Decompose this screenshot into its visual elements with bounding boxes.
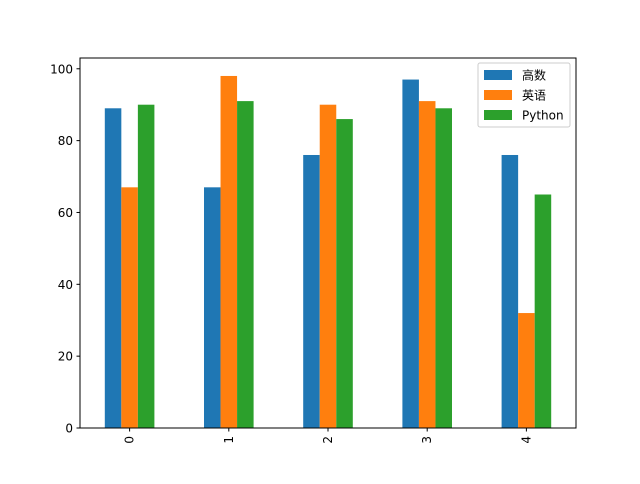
- y-tick-label: 20: [58, 350, 73, 364]
- x-tick-label: 0: [123, 436, 137, 444]
- legend-label: 英语: [522, 89, 546, 103]
- bar-series-0-cat-1: [204, 187, 221, 428]
- y-tick-label: 100: [50, 62, 73, 76]
- bar-series-1-cat-2: [319, 104, 337, 428]
- bar-series-0-cat-0: [104, 108, 122, 428]
- legend-label: Python: [522, 109, 564, 123]
- legend-swatch: [484, 110, 512, 120]
- bar-series-0-cat-3: [402, 79, 419, 429]
- x-tick-label: 2: [321, 436, 335, 444]
- bar-series-2-cat-2: [336, 119, 353, 428]
- legend-label: 高数: [522, 68, 546, 83]
- x-tick-label: 3: [420, 436, 434, 444]
- bar-series-1-cat-4: [518, 313, 535, 428]
- x-axis: 0 1 2 3 4: [123, 428, 533, 444]
- bar-series-1-cat-3: [418, 101, 436, 429]
- y-tick-label: 0: [65, 422, 73, 436]
- bar-series-1-cat-1: [220, 75, 238, 429]
- y-tick-label: 60: [58, 206, 73, 220]
- bar-series-0-cat-2: [303, 154, 320, 429]
- bar-series-2-cat-4: [534, 194, 552, 428]
- bar-series-2-cat-0: [137, 104, 155, 428]
- bars-group: [104, 75, 552, 429]
- x-tick-label: 4: [519, 436, 533, 444]
- bar-series-0-cat-4: [501, 154, 519, 429]
- legend-swatch: [484, 70, 512, 80]
- y-axis: 0 20 40 60 80 100: [50, 62, 80, 436]
- legend-swatch: [484, 90, 512, 100]
- y-tick-label: 80: [58, 134, 73, 148]
- y-tick-label: 40: [58, 278, 73, 292]
- bar-series-2-cat-3: [435, 108, 452, 428]
- x-tick-label: 1: [222, 436, 236, 444]
- bar-series-1-cat-0: [121, 187, 138, 428]
- bar-series-2-cat-1: [237, 101, 254, 429]
